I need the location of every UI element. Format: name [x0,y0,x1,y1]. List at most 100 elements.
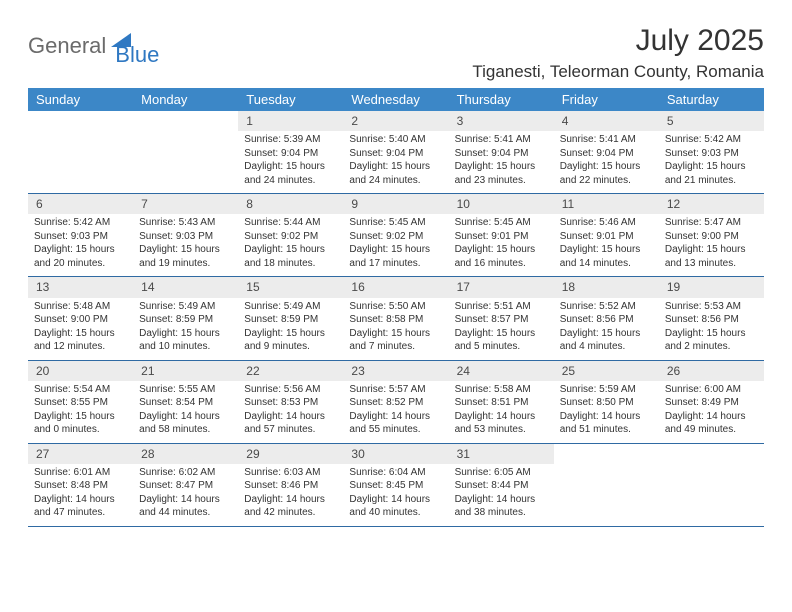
sunrise-text: Sunrise: 5:40 AM [349,133,442,147]
day-cell: Sunrise: 6:05 AMSunset: 8:44 PMDaylight:… [449,464,554,527]
daylight-text: Daylight: 15 hours and 0 minutes. [34,410,127,437]
day-number: 20 [28,360,133,381]
daylight-text: Daylight: 15 hours and 9 minutes. [244,327,337,354]
daylight-text: Daylight: 14 hours and 51 minutes. [560,410,653,437]
sunset-text: Sunset: 9:04 PM [244,147,337,161]
day-cell: Sunrise: 5:58 AMSunset: 8:51 PMDaylight:… [449,381,554,444]
sunset-text: Sunset: 9:03 PM [665,147,758,161]
day-cell [659,464,764,527]
day-cell: Sunrise: 5:54 AMSunset: 8:55 PMDaylight:… [28,381,133,444]
day-cell: Sunrise: 5:55 AMSunset: 8:54 PMDaylight:… [133,381,238,444]
day-cell: Sunrise: 5:43 AMSunset: 9:03 PMDaylight:… [133,214,238,277]
day-number: 17 [449,277,554,298]
day-cell [28,131,133,194]
sunset-text: Sunset: 9:04 PM [455,147,548,161]
day-cell: Sunrise: 5:40 AMSunset: 9:04 PMDaylight:… [343,131,448,194]
sunrise-text: Sunrise: 6:05 AM [455,466,548,480]
day-number-row: 6789101112 [28,194,764,215]
day-cell: Sunrise: 6:03 AMSunset: 8:46 PMDaylight:… [238,464,343,527]
day-cell: Sunrise: 5:51 AMSunset: 8:57 PMDaylight:… [449,298,554,361]
day-cell: Sunrise: 5:57 AMSunset: 8:52 PMDaylight:… [343,381,448,444]
day-number: 30 [343,443,448,464]
sunrise-text: Sunrise: 5:41 AM [560,133,653,147]
day-cell [133,131,238,194]
daylight-text: Daylight: 14 hours and 42 minutes. [244,493,337,520]
daylight-text: Daylight: 15 hours and 14 minutes. [560,243,653,270]
day-content-row: Sunrise: 5:48 AMSunset: 9:00 PMDaylight:… [28,298,764,361]
header: General Blue July 2025 Tiganesti, Teleor… [28,24,764,82]
sunset-text: Sunset: 8:51 PM [455,396,548,410]
sunrise-text: Sunrise: 5:45 AM [349,216,442,230]
day-cell: Sunrise: 6:04 AMSunset: 8:45 PMDaylight:… [343,464,448,527]
day-cell: Sunrise: 5:44 AMSunset: 9:02 PMDaylight:… [238,214,343,277]
sunset-text: Sunset: 8:55 PM [34,396,127,410]
sunrise-text: Sunrise: 6:01 AM [34,466,127,480]
sunrise-text: Sunrise: 6:04 AM [349,466,442,480]
day-content-row: Sunrise: 5:54 AMSunset: 8:55 PMDaylight:… [28,381,764,444]
day-content-row: Sunrise: 5:39 AMSunset: 9:04 PMDaylight:… [28,131,764,194]
sunset-text: Sunset: 8:57 PM [455,313,548,327]
sunset-text: Sunset: 9:02 PM [244,230,337,244]
sunrise-text: Sunrise: 5:42 AM [665,133,758,147]
daylight-text: Daylight: 14 hours and 55 minutes. [349,410,442,437]
sunset-text: Sunset: 8:47 PM [139,479,232,493]
sunset-text: Sunset: 9:00 PM [34,313,127,327]
daylight-text: Daylight: 14 hours and 57 minutes. [244,410,337,437]
day-cell: Sunrise: 5:48 AMSunset: 9:00 PMDaylight:… [28,298,133,361]
day-cell: Sunrise: 5:52 AMSunset: 8:56 PMDaylight:… [554,298,659,361]
daylight-text: Daylight: 14 hours and 47 minutes. [34,493,127,520]
sunset-text: Sunset: 8:56 PM [665,313,758,327]
sunset-text: Sunset: 9:01 PM [455,230,548,244]
sunrise-text: Sunrise: 6:02 AM [139,466,232,480]
sunset-text: Sunset: 9:03 PM [34,230,127,244]
sunrise-text: Sunrise: 5:42 AM [34,216,127,230]
daylight-text: Daylight: 15 hours and 7 minutes. [349,327,442,354]
sunrise-text: Sunrise: 6:00 AM [665,383,758,397]
weekday-header-row: SundayMondayTuesdayWednesdayThursdayFrid… [28,88,764,111]
day-cell: Sunrise: 5:50 AMSunset: 8:58 PMDaylight:… [343,298,448,361]
sunset-text: Sunset: 8:50 PM [560,396,653,410]
weekday-header: Wednesday [343,88,448,111]
location: Tiganesti, Teleorman County, Romania [472,62,764,82]
sunset-text: Sunset: 8:53 PM [244,396,337,410]
daylight-text: Daylight: 15 hours and 16 minutes. [455,243,548,270]
sunrise-text: Sunrise: 5:57 AM [349,383,442,397]
sunrise-text: Sunrise: 5:45 AM [455,216,548,230]
sunset-text: Sunset: 8:46 PM [244,479,337,493]
sunset-text: Sunset: 9:02 PM [349,230,442,244]
daylight-text: Daylight: 15 hours and 13 minutes. [665,243,758,270]
logo-text-general: General [28,33,106,59]
daylight-text: Daylight: 14 hours and 49 minutes. [665,410,758,437]
day-number: 19 [659,277,764,298]
daylight-text: Daylight: 14 hours and 53 minutes. [455,410,548,437]
daylight-text: Daylight: 15 hours and 21 minutes. [665,160,758,187]
sunset-text: Sunset: 8:49 PM [665,396,758,410]
daylight-text: Daylight: 15 hours and 17 minutes. [349,243,442,270]
logo: General Blue [28,24,159,68]
day-number [133,111,238,131]
day-number: 2 [343,111,448,131]
sunset-text: Sunset: 9:01 PM [560,230,653,244]
day-number: 6 [28,194,133,215]
day-number: 31 [449,443,554,464]
sunrise-text: Sunrise: 5:47 AM [665,216,758,230]
day-number: 3 [449,111,554,131]
sunrise-text: Sunrise: 5:52 AM [560,300,653,314]
daylight-text: Daylight: 15 hours and 2 minutes. [665,327,758,354]
day-content-row: Sunrise: 6:01 AMSunset: 8:48 PMDaylight:… [28,464,764,527]
day-number: 1 [238,111,343,131]
daylight-text: Daylight: 15 hours and 24 minutes. [244,160,337,187]
daylight-text: Daylight: 15 hours and 19 minutes. [139,243,232,270]
day-number: 21 [133,360,238,381]
daylight-text: Daylight: 15 hours and 20 minutes. [34,243,127,270]
day-cell: Sunrise: 5:56 AMSunset: 8:53 PMDaylight:… [238,381,343,444]
day-number: 7 [133,194,238,215]
daylight-text: Daylight: 15 hours and 24 minutes. [349,160,442,187]
day-cell: Sunrise: 5:49 AMSunset: 8:59 PMDaylight:… [133,298,238,361]
daylight-text: Daylight: 15 hours and 12 minutes. [34,327,127,354]
day-number [554,443,659,464]
day-cell: Sunrise: 5:41 AMSunset: 9:04 PMDaylight:… [449,131,554,194]
day-number [28,111,133,131]
sunset-text: Sunset: 8:45 PM [349,479,442,493]
sunset-text: Sunset: 8:48 PM [34,479,127,493]
